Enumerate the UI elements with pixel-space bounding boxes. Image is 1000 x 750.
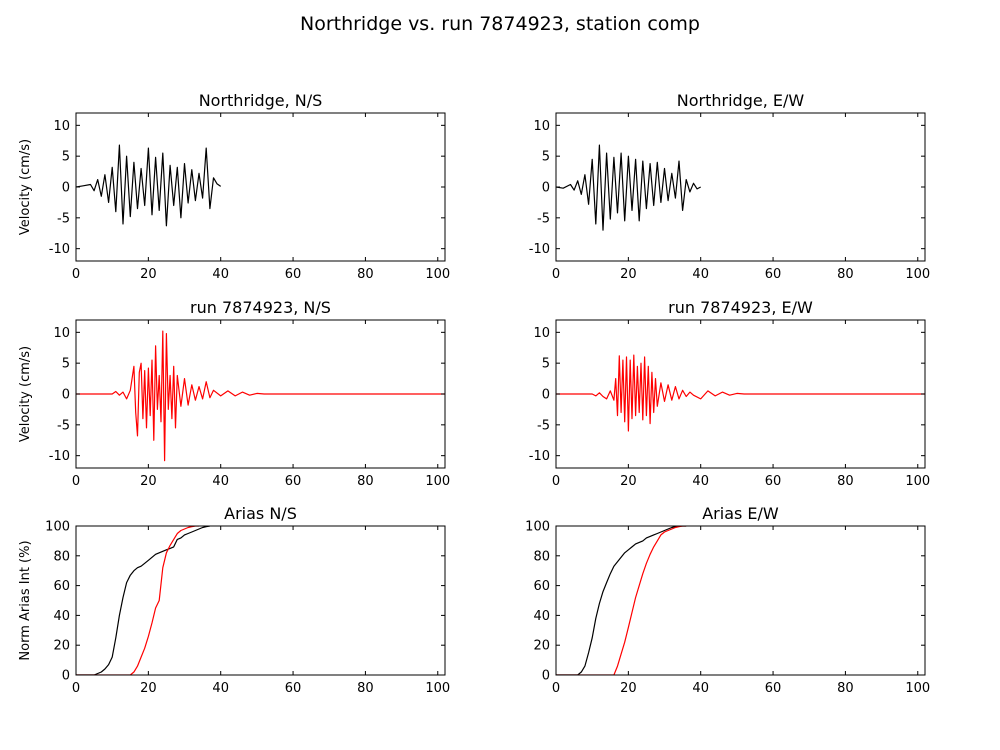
x-tick-label: 80 bbox=[837, 474, 854, 489]
y-tick-label: 10 bbox=[53, 326, 70, 341]
x-tick-label: 40 bbox=[212, 267, 229, 282]
y-tick-label: 0 bbox=[62, 669, 70, 684]
subplot-title: Arias N/S bbox=[224, 504, 297, 523]
y-tick-label: 80 bbox=[53, 549, 70, 564]
x-tick-label: 0 bbox=[72, 474, 80, 489]
x-tick-label: 40 bbox=[692, 681, 709, 696]
x-tick-label: 100 bbox=[905, 474, 930, 489]
subplot-2: 0 20 40 60 80 100 -10 -5 0 5 10 Northridge, E/W bbox=[529, 91, 930, 282]
x-tick-label: 80 bbox=[357, 681, 374, 696]
y-tick-label: -10 bbox=[529, 242, 550, 257]
y-tick-label: -5 bbox=[537, 211, 550, 226]
x-tick-label: 20 bbox=[140, 681, 157, 696]
y-tick-label: 40 bbox=[533, 609, 550, 624]
subplot-5: 0 20 40 60 80 100 0 20 40 60 80 100 Arias N/S Norm Ar… bbox=[18, 504, 450, 696]
x-tick-label: 60 bbox=[285, 474, 302, 489]
y-tick-label: -10 bbox=[529, 449, 550, 464]
y-tick-label: 60 bbox=[533, 579, 550, 594]
x-tick-label: 0 bbox=[72, 681, 80, 696]
figure-title: Northridge vs. run 7874923, station comp bbox=[300, 13, 700, 35]
subplot-title: Northridge, E/W bbox=[677, 91, 805, 110]
x-tick-label: 60 bbox=[285, 267, 302, 282]
subplot-4: 0 20 40 60 80 100 -10 -5 0 5 10 run 7874923, E/W bbox=[529, 298, 930, 489]
y-tick-label: 100 bbox=[525, 520, 550, 535]
y-tick-label: 0 bbox=[542, 181, 550, 196]
subplot-title: run 7874923, N/S bbox=[190, 298, 331, 317]
y-tick-label: 10 bbox=[533, 119, 550, 134]
y-tick-label: 60 bbox=[53, 579, 70, 594]
x-tick-label: 20 bbox=[620, 681, 637, 696]
x-tick-label: 80 bbox=[837, 267, 854, 282]
y-axis-label: Velocity (cm/s) bbox=[18, 139, 33, 235]
subplot-6: 0 20 40 60 80 100 0 20 40 60 80 100 Arias E/W bbox=[525, 504, 930, 696]
x-tick-label: 80 bbox=[357, 474, 374, 489]
y-tick-label: 40 bbox=[53, 609, 70, 624]
subplot-title: run 7874923, E/W bbox=[668, 298, 813, 317]
x-tick-label: 100 bbox=[905, 267, 930, 282]
y-tick-label: -10 bbox=[49, 449, 70, 464]
series-line-1 bbox=[76, 330, 445, 462]
y-tick-label: 10 bbox=[53, 119, 70, 134]
y-tick-label: 100 bbox=[45, 520, 70, 535]
y-axis-label: Norm Arias Int (%) bbox=[18, 540, 33, 660]
x-tick-label: 60 bbox=[765, 474, 782, 489]
x-tick-label: 20 bbox=[140, 267, 157, 282]
y-tick-label: 0 bbox=[542, 669, 550, 684]
x-tick-label: 100 bbox=[425, 681, 450, 696]
series-line-1 bbox=[556, 354, 925, 432]
x-tick-label: 80 bbox=[837, 681, 854, 696]
series-line-1 bbox=[556, 144, 701, 231]
y-tick-label: 20 bbox=[53, 639, 70, 654]
x-tick-label: 40 bbox=[692, 267, 709, 282]
x-tick-label: 20 bbox=[620, 267, 637, 282]
series-line-2 bbox=[76, 526, 199, 675]
y-axis-label: Velocity (cm/s) bbox=[18, 346, 33, 442]
subplot-title: Arias E/W bbox=[702, 504, 779, 523]
subplot-title: Northridge, N/S bbox=[199, 91, 323, 110]
y-tick-label: -5 bbox=[57, 211, 70, 226]
x-tick-label: 40 bbox=[212, 474, 229, 489]
x-tick-label: 40 bbox=[692, 474, 709, 489]
y-tick-label: 20 bbox=[533, 639, 550, 654]
series-line-1 bbox=[556, 526, 687, 675]
subplot-3: 0 20 40 60 80 100 -10 -5 0 5 10 run 7874923, N/S Vel… bbox=[18, 298, 450, 489]
axes-frame bbox=[555, 525, 926, 676]
x-tick-label: 60 bbox=[765, 267, 782, 282]
x-tick-label: 0 bbox=[552, 267, 560, 282]
y-tick-label: 5 bbox=[62, 150, 70, 165]
series-line-1 bbox=[76, 526, 211, 675]
x-tick-label: 100 bbox=[425, 267, 450, 282]
y-tick-label: -5 bbox=[537, 418, 550, 433]
axes-frame bbox=[75, 525, 446, 676]
x-tick-label: 0 bbox=[72, 267, 80, 282]
series-line-1 bbox=[76, 144, 222, 227]
x-tick-label: 0 bbox=[552, 681, 560, 696]
y-tick-label: 10 bbox=[533, 326, 550, 341]
x-tick-label: 80 bbox=[357, 267, 374, 282]
series-line-2 bbox=[556, 526, 687, 675]
x-tick-label: 100 bbox=[425, 474, 450, 489]
x-tick-label: 60 bbox=[285, 681, 302, 696]
x-tick-label: 0 bbox=[552, 474, 560, 489]
x-tick-label: 20 bbox=[620, 474, 637, 489]
x-tick-label: 40 bbox=[212, 681, 229, 696]
subplot-1: 0 20 40 60 80 100 -10 -5 0 5 10 Northridge, N/S Velo… bbox=[18, 91, 450, 282]
y-tick-label: -5 bbox=[57, 418, 70, 433]
axes-frame bbox=[75, 112, 446, 262]
y-tick-label: 5 bbox=[542, 150, 550, 165]
x-tick-label: 20 bbox=[140, 474, 157, 489]
y-tick-label: 0 bbox=[542, 388, 550, 403]
x-tick-label: 60 bbox=[765, 681, 782, 696]
y-tick-label: 0 bbox=[62, 388, 70, 403]
x-tick-label: 100 bbox=[905, 681, 930, 696]
y-tick-label: 80 bbox=[533, 549, 550, 564]
y-tick-label: 5 bbox=[542, 357, 550, 372]
y-tick-label: -10 bbox=[49, 242, 70, 257]
axes-frame bbox=[555, 112, 926, 262]
y-tick-label: 5 bbox=[62, 357, 70, 372]
y-tick-label: 0 bbox=[62, 181, 70, 196]
